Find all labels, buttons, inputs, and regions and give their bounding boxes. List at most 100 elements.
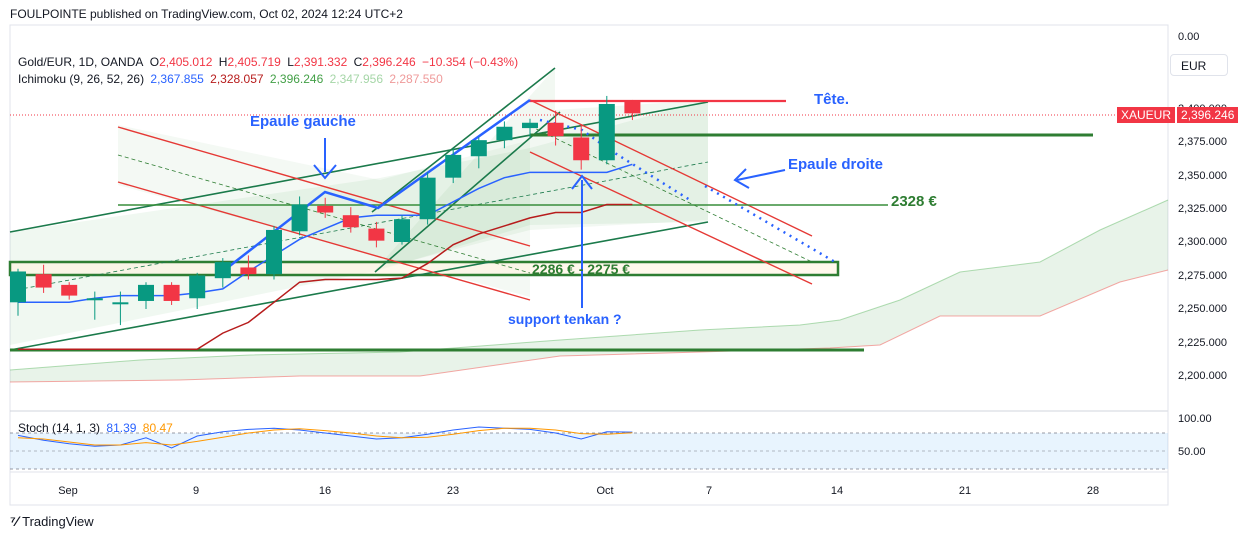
level-2328-label: 2328 € bbox=[891, 193, 938, 210]
tete-label: Tête. bbox=[814, 91, 849, 108]
symbol-label[interactable]: Gold/EUR, 1D, OANDA bbox=[18, 55, 144, 69]
x-tick-label: Oct bbox=[596, 485, 613, 497]
epaule-gauche-label: Epaule gauche bbox=[250, 113, 356, 130]
y-tick-label: 2,275.000 bbox=[1178, 270, 1227, 282]
ich-senkou-a-val: 2,347.956 bbox=[329, 72, 384, 86]
candle-body bbox=[138, 284, 154, 301]
ohlc-line: Gold/EUR, 1D, OANDA O2,405.012 H2,405.71… bbox=[18, 55, 521, 69]
stoch-axis-50: 50.00 bbox=[1178, 446, 1206, 458]
h-label: H bbox=[218, 55, 228, 69]
candle-body bbox=[214, 262, 231, 279]
candle-body bbox=[291, 204, 308, 232]
candle-body bbox=[35, 274, 52, 288]
ichimoku-line: Ichimoku (9, 26, 52, 26) 2,367.855 2,328… bbox=[18, 72, 446, 86]
x-tick-label: 9 bbox=[193, 485, 199, 497]
red-channel-mid bbox=[117, 154, 531, 274]
tradingview-logo-icon: ⁷⁄ bbox=[10, 513, 19, 529]
arrowhead-epaule-droite bbox=[733, 168, 750, 189]
candle-body bbox=[10, 271, 26, 303]
price-tag-symbol: XAUEUR bbox=[1117, 107, 1176, 123]
ich-senkou-b-val: 2,287.550 bbox=[389, 72, 443, 86]
y-tick-label: 2,225.000 bbox=[1178, 337, 1227, 349]
candle-body bbox=[394, 219, 410, 242]
candle-body bbox=[342, 215, 359, 228]
candle-body bbox=[189, 275, 206, 299]
arrowhead-epaule-gauche bbox=[313, 164, 337, 180]
candle-body bbox=[112, 302, 129, 305]
x-tick-label: Sep bbox=[58, 485, 78, 497]
stoch-d-val: 80.47 bbox=[142, 421, 173, 435]
senkou-a-line bbox=[9, 199, 1169, 371]
publisher-line: FOULPOINTE published on TradingView.com,… bbox=[10, 7, 403, 21]
red-channel2-lower bbox=[529, 151, 813, 285]
red-channel2-upper bbox=[529, 99, 813, 237]
stoch-k-val: 81.39 bbox=[106, 421, 137, 435]
red-channel-upper bbox=[117, 126, 531, 247]
red-channel-lower bbox=[117, 181, 531, 301]
stoch-label[interactable]: Stoch (14, 1, 3) bbox=[18, 421, 101, 435]
x-tick-label: 7 bbox=[706, 485, 712, 497]
c-label: C bbox=[353, 55, 363, 69]
support-zone bbox=[8, 260, 840, 277]
green-channel-fill bbox=[10, 100, 708, 345]
stoch-axis-100: 100.00 bbox=[1178, 413, 1212, 425]
stoch-legend: Stoch (14, 1, 3) 81.39 80.47 bbox=[18, 421, 176, 435]
green-channel-lower bbox=[9, 221, 709, 351]
ichimoku-label[interactable]: Ichimoku (9, 26, 52, 26) bbox=[18, 72, 145, 86]
candle-body bbox=[470, 140, 487, 157]
candle-body bbox=[522, 122, 538, 129]
support-tenkan-label: support tenkan ? bbox=[508, 311, 622, 327]
o-label: O bbox=[149, 55, 160, 69]
x-tick-label: 21 bbox=[959, 485, 971, 497]
candle-body bbox=[598, 103, 615, 161]
tradingview-brand: TradingView bbox=[22, 513, 94, 529]
h-value: 2,405.719 bbox=[227, 55, 281, 69]
candle-body bbox=[496, 126, 513, 141]
epaule-droite-label: Epaule droite bbox=[788, 156, 883, 173]
candle-body bbox=[624, 101, 641, 114]
candle-body bbox=[317, 205, 334, 213]
y-tick-label: 2,300.000 bbox=[1178, 236, 1227, 248]
l-value: 2,391.332 bbox=[293, 55, 348, 69]
rising-channel-fill bbox=[375, 68, 708, 270]
o-value: 2,405.012 bbox=[159, 55, 213, 69]
y-tick-label: 0.00 bbox=[1178, 31, 1199, 43]
kumo-cloud bbox=[10, 200, 1168, 382]
candle-body bbox=[240, 267, 257, 275]
y-tick-label: 2,200.000 bbox=[1178, 370, 1227, 382]
candle-body bbox=[445, 154, 462, 178]
ich-kijun-val: 2,328.057 bbox=[210, 72, 264, 86]
x-tick-label: 16 bbox=[319, 485, 331, 497]
stoch-d-line bbox=[17, 427, 633, 446]
l-label: L bbox=[287, 55, 294, 69]
rising-channel-lower bbox=[374, 111, 561, 273]
candle-body bbox=[163, 284, 180, 301]
tradingview-footer: ⁷⁄ TradingView bbox=[10, 513, 94, 529]
currency-button[interactable]: EUR bbox=[1170, 54, 1228, 76]
green-channel-upper bbox=[9, 101, 709, 233]
kijun-line bbox=[18, 203, 633, 350]
change-value: −10.354 (−0.43%) bbox=[422, 55, 519, 69]
candle-body bbox=[61, 284, 78, 296]
x-tick-label: 23 bbox=[447, 485, 459, 497]
rising-channel-upper bbox=[371, 67, 556, 213]
price-tag: XAUEUR 2,396.246 bbox=[1117, 107, 1239, 123]
candle-body bbox=[368, 228, 385, 241]
ich-chikou-val: 2,396.246 bbox=[269, 72, 324, 86]
candle-body bbox=[266, 229, 282, 275]
candle-body bbox=[547, 122, 564, 137]
arrowhead-support-tenkan bbox=[571, 174, 593, 190]
zone-label: 2286 € - 2275 € bbox=[532, 261, 630, 277]
candle-body bbox=[573, 137, 590, 161]
y-tick-label: 2,325.000 bbox=[1178, 203, 1227, 215]
candle-body bbox=[419, 177, 436, 220]
green-channel-mid bbox=[9, 161, 709, 292]
y-tick-label: 2,350.000 bbox=[1178, 170, 1227, 182]
y-tick-label: 2,250.000 bbox=[1178, 303, 1227, 315]
projection-dotted-2 bbox=[704, 184, 836, 264]
price-tag-value: 2,396.246 bbox=[1177, 107, 1239, 123]
x-tick-label: 28 bbox=[1087, 485, 1099, 497]
x-tick-label: 14 bbox=[831, 485, 843, 497]
ich-tenkan-val: 2,367.855 bbox=[150, 72, 204, 86]
